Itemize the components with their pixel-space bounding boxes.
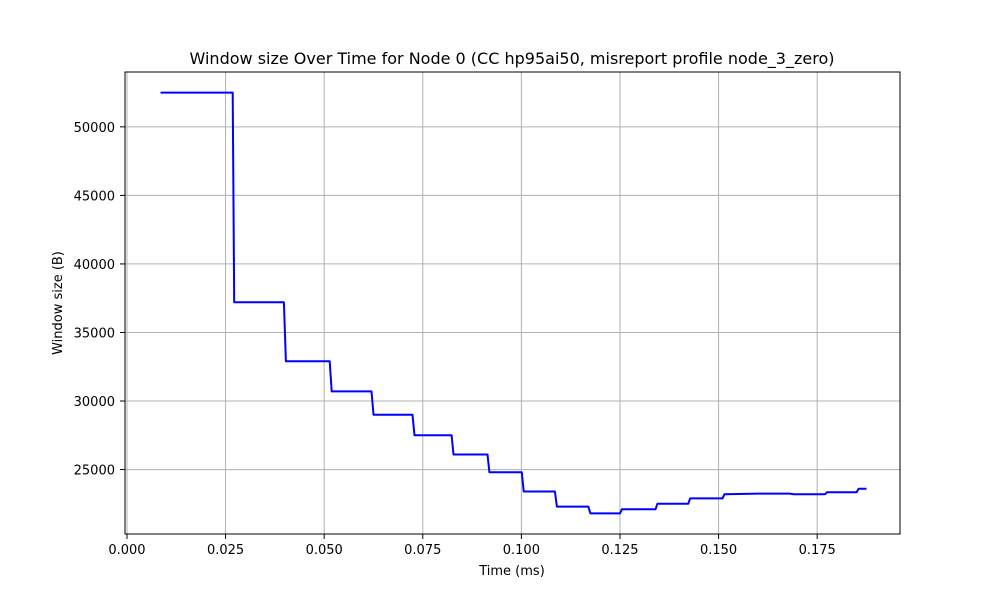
- y-tick-label: 30000: [74, 395, 115, 410]
- x-tick-label: 0.075: [404, 543, 441, 558]
- x-tick-label: 0.000: [108, 543, 145, 558]
- y-axis-label: Window size (B): [51, 251, 66, 355]
- x-tick-label: 0.125: [601, 543, 638, 558]
- y-tick-label: 40000: [74, 258, 115, 273]
- y-tick-label: 50000: [74, 121, 115, 136]
- x-axis-label: Time (ms): [478, 564, 545, 579]
- y-axis-ticks: 25000 30000 35000 40000 45000 50000: [74, 121, 125, 479]
- x-tick-label: 0.150: [700, 543, 737, 558]
- plot-frame: [124, 71, 901, 535]
- y-tick-label: 45000: [74, 189, 115, 204]
- y-tick-label: 25000: [74, 464, 115, 479]
- x-axis-ticks: 0.000 0.025 0.050 0.075 0.100 0.125 0.150 0.175: [108, 534, 836, 558]
- chart-title: Window size Over Time for Node 0 (CC hp9…: [190, 49, 835, 69]
- x-tick-label: 0.050: [306, 543, 343, 558]
- x-tick-label: 0.100: [503, 543, 540, 558]
- x-tick-label: 0.175: [799, 543, 836, 558]
- series-layer: [160, 91, 867, 515]
- x-tick-label: 0.025: [207, 543, 244, 558]
- series-line: [160, 91, 867, 515]
- y-tick-label: 35000: [74, 326, 115, 341]
- grid-lines: [125, 72, 900, 534]
